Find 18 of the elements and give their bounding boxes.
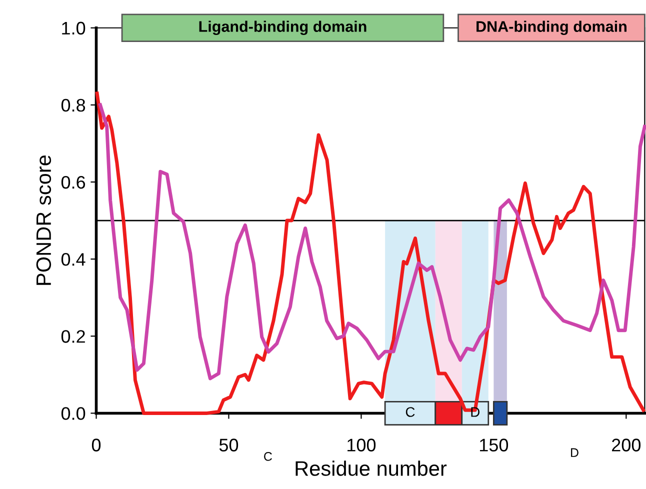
annotation: DNA-binding domain <box>476 20 626 36</box>
x-tick-label: 0 <box>92 438 101 452</box>
x-axis-title: Residue number <box>296 460 447 476</box>
y-tick-label: 0.4 <box>61 253 86 266</box>
text: D <box>571 448 578 457</box>
y-tick-label: 0.2 <box>61 330 85 343</box>
x-tick-label: 200 <box>612 438 641 452</box>
text: C <box>264 452 272 461</box>
x-tick-label: 50 <box>219 438 238 452</box>
x-tick-label: 100 <box>348 438 376 452</box>
y-tick-label: 0.0 <box>61 407 86 420</box>
x-tick-label: 150 <box>480 438 508 452</box>
annotation: Ligand-binding domain <box>199 20 366 36</box>
y-tick-label: 0.6 <box>61 176 86 189</box>
band-label: C <box>406 407 415 417</box>
y-axis-title: PONDR score <box>36 155 52 285</box>
y-tick-label: 1.0 <box>62 22 86 35</box>
y-tick-label: 0.8 <box>61 98 86 112</box>
